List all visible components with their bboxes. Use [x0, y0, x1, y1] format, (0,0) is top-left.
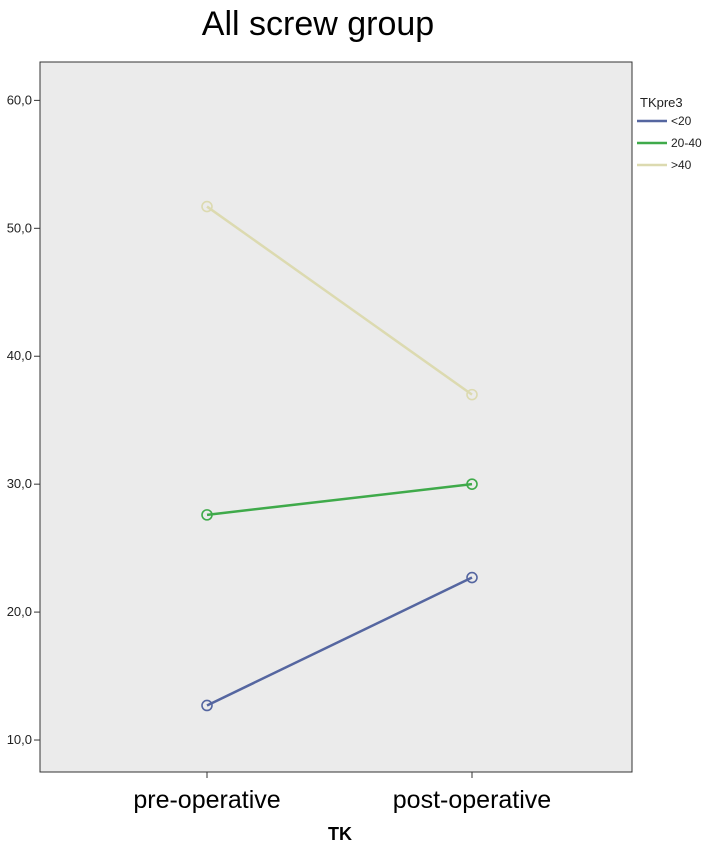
legend: TKpre3 <20 20-40 >40 [637, 95, 702, 172]
data-point-marker [201, 200, 213, 213]
x-category-label: pre-operative [133, 786, 280, 814]
data-point-marker [201, 699, 213, 712]
y-tick-label: 10,0 [7, 732, 32, 747]
x-axis-label: TK [328, 824, 352, 844]
data-point-marker [201, 509, 213, 521]
series-line [206, 576, 473, 707]
y-tick-label: 60,0 [7, 92, 32, 107]
legend-entry-label: 20-40 [671, 136, 702, 150]
x-axis: pre-operative post-operative [133, 772, 551, 814]
series-line [206, 482, 473, 517]
data-point-marker [466, 478, 478, 490]
x-category-label: post-operative [393, 786, 551, 814]
data-point-marker [466, 571, 478, 584]
y-tick-label: 20,0 [7, 604, 32, 619]
y-axis: 10,0 20,0 30,0 40,0 50,0 60,0 [7, 92, 40, 747]
y-tick-label: 40,0 [7, 348, 32, 363]
data-point-marker [466, 388, 478, 401]
y-tick-label: 30,0 [7, 476, 32, 491]
series-layer [201, 200, 478, 712]
chart-title: All screw group [202, 5, 434, 43]
legend-entry-label: <20 [671, 114, 692, 128]
legend-title: TKpre3 [640, 95, 683, 110]
legend-entry-label: >40 [671, 158, 692, 172]
plot-area [39, 61, 633, 773]
series-line [206, 205, 473, 396]
y-tick-label: 50,0 [7, 220, 32, 235]
